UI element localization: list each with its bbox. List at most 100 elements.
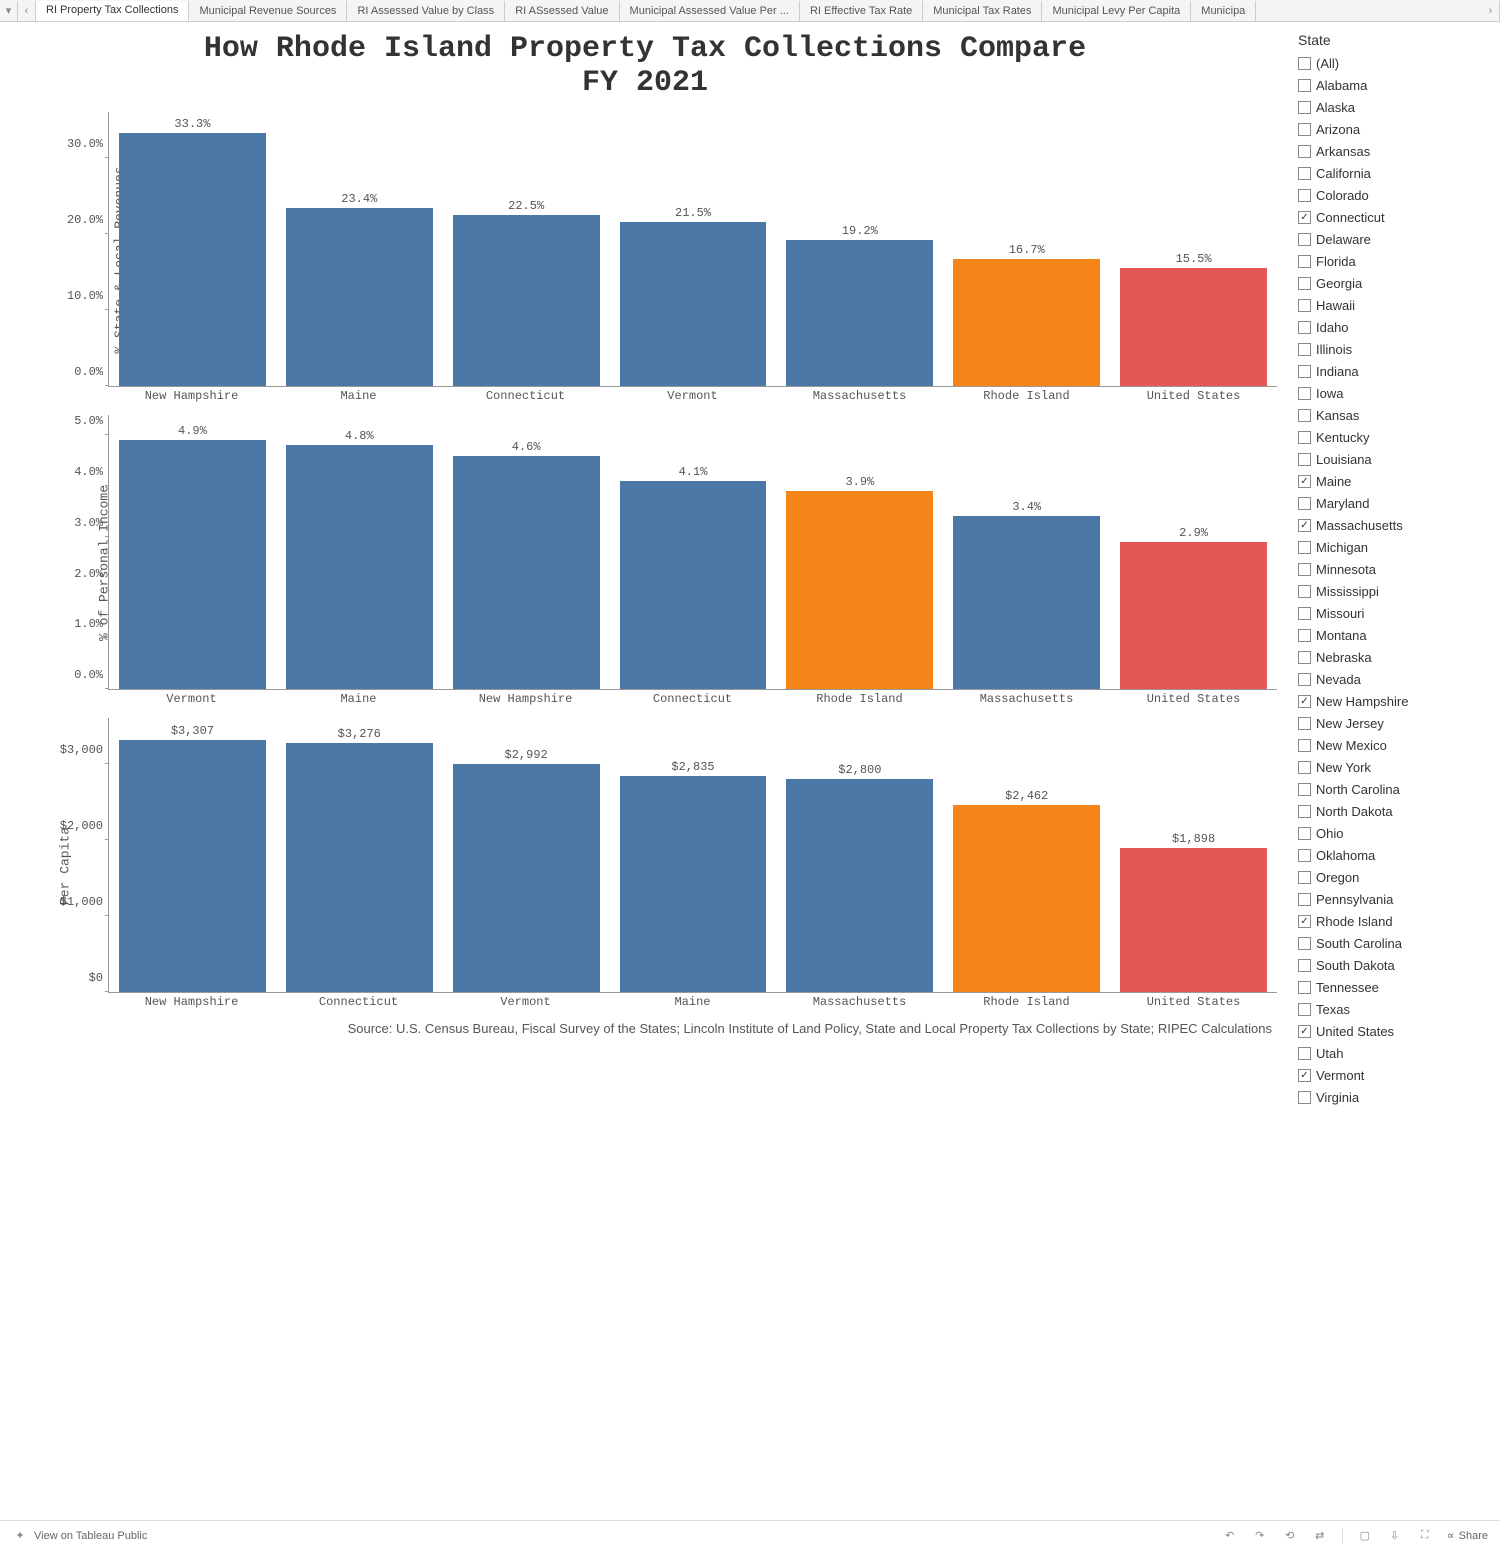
filter-item[interactable]: Minnesota [1298, 558, 1492, 580]
filter-item[interactable]: Alaska [1298, 96, 1492, 118]
tab-4[interactable]: Municipal Assessed Value Per ... [620, 1, 800, 21]
filter-item[interactable]: New York [1298, 756, 1492, 778]
filter-item[interactable]: Pennsylvania [1298, 888, 1492, 910]
filter-item[interactable]: South Dakota [1298, 954, 1492, 976]
bar[interactable]: $3,307 [119, 740, 266, 992]
filter-item[interactable]: Georgia [1298, 272, 1492, 294]
filter-item[interactable]: Florida [1298, 250, 1492, 272]
filter-item[interactable]: Arizona [1298, 118, 1492, 140]
bar-value-label: 3.9% [845, 475, 874, 489]
filter-item[interactable]: Ohio [1298, 822, 1492, 844]
bar[interactable]: 22.5% [453, 215, 600, 386]
filter-item[interactable]: Nevada [1298, 668, 1492, 690]
filter-label: Illinois [1316, 342, 1352, 357]
filter-item[interactable]: Nebraska [1298, 646, 1492, 668]
filter-item[interactable]: Idaho [1298, 316, 1492, 338]
filter-item[interactable]: Michigan [1298, 536, 1492, 558]
bar[interactable]: 4.9% [119, 440, 266, 689]
bar[interactable]: 19.2% [786, 240, 933, 386]
share-button[interactable]: ∝ Share [1447, 1529, 1488, 1542]
tab-8[interactable]: Municipa [1191, 1, 1256, 21]
tab-7[interactable]: Municipal Levy Per Capita [1042, 1, 1191, 21]
filter-item[interactable]: Alabama [1298, 74, 1492, 96]
tab-0[interactable]: RI Property Tax Collections [36, 1, 189, 21]
filter-item[interactable]: Iowa [1298, 382, 1492, 404]
filter-item[interactable]: New Jersey [1298, 712, 1492, 734]
bar[interactable]: 2.9% [1120, 542, 1267, 689]
tab-menu-icon[interactable]: ▾ [0, 1, 18, 21]
bar[interactable]: 4.6% [453, 456, 600, 689]
bar[interactable]: $2,462 [953, 805, 1100, 992]
presentation-icon[interactable]: ▢ [1357, 1528, 1373, 1544]
filter-item[interactable]: Texas [1298, 998, 1492, 1020]
filter-item[interactable]: ✓Rhode Island [1298, 910, 1492, 932]
filter-item[interactable]: South Carolina [1298, 932, 1492, 954]
tab-5[interactable]: RI Effective Tax Rate [800, 1, 923, 21]
replay-icon[interactable]: ⟲ [1282, 1528, 1298, 1544]
tableau-link[interactable]: ✦ View on Tableau Public [12, 1528, 147, 1544]
undo-icon[interactable]: ↶ [1222, 1528, 1238, 1544]
checkbox-icon [1298, 871, 1311, 884]
checkbox-icon [1298, 541, 1311, 554]
bar[interactable]: $1,898 [1120, 848, 1267, 992]
tab-prev-icon[interactable]: ‹ [18, 1, 36, 21]
filter-item[interactable]: Tennessee [1298, 976, 1492, 998]
filter-item[interactable]: Kentucky [1298, 426, 1492, 448]
filter-item[interactable]: Arkansas [1298, 140, 1492, 162]
bar[interactable]: 33.3% [119, 133, 266, 386]
filter-item[interactable]: Maryland [1298, 492, 1492, 514]
tab-1[interactable]: Municipal Revenue Sources [189, 1, 347, 21]
bar-value-label: $1,898 [1172, 832, 1215, 846]
filter-item[interactable]: Illinois [1298, 338, 1492, 360]
bar[interactable]: 21.5% [620, 222, 767, 386]
filter-item[interactable]: ✓Vermont [1298, 1064, 1492, 1086]
filter-item[interactable]: Mississippi [1298, 580, 1492, 602]
filter-item[interactable]: Missouri [1298, 602, 1492, 624]
filter-item[interactable]: Oklahoma [1298, 844, 1492, 866]
bar[interactable]: 3.9% [786, 491, 933, 689]
filter-item[interactable]: ✓Massachusetts [1298, 514, 1492, 536]
filter-item[interactable]: North Dakota [1298, 800, 1492, 822]
tab-6[interactable]: Municipal Tax Rates [923, 1, 1042, 21]
reset-icon[interactable]: ⇄ [1312, 1528, 1328, 1544]
filter-item[interactable]: Kansas [1298, 404, 1492, 426]
tab-2[interactable]: RI Assessed Value by Class [347, 1, 505, 21]
filter-item[interactable]: Hawaii [1298, 294, 1492, 316]
filter-item[interactable]: Colorado [1298, 184, 1492, 206]
filter-item[interactable]: ✓United States [1298, 1020, 1492, 1042]
bar[interactable]: $2,800 [786, 779, 933, 992]
filter-item[interactable]: ✓Connecticut [1298, 206, 1492, 228]
bar[interactable]: 23.4% [286, 208, 433, 386]
bar[interactable]: 4.8% [286, 445, 433, 689]
filter-item[interactable]: California [1298, 162, 1492, 184]
filter-item[interactable]: ✓Maine [1298, 470, 1492, 492]
bar[interactable]: 4.1% [620, 481, 767, 689]
bar[interactable]: $2,992 [453, 764, 600, 992]
filter-item[interactable]: New Mexico [1298, 734, 1492, 756]
tab-3[interactable]: RI ASsessed Value [505, 1, 619, 21]
filter-item[interactable]: ✓New Hampshire [1298, 690, 1492, 712]
bar[interactable]: 15.5% [1120, 268, 1267, 386]
bar[interactable]: 16.7% [953, 259, 1100, 386]
share-label: Share [1459, 1530, 1488, 1542]
filter-item[interactable]: Montana [1298, 624, 1492, 646]
bar[interactable]: $3,276 [286, 743, 433, 992]
filter-item[interactable]: Indiana [1298, 360, 1492, 382]
y-tick-label: 5.0% [74, 414, 109, 428]
bar[interactable]: $2,835 [620, 776, 767, 992]
fullscreen-icon[interactable]: ⛶ [1417, 1528, 1433, 1544]
checkbox-icon [1298, 255, 1311, 268]
y-tick-label: 0.0% [74, 365, 109, 379]
download-icon[interactable]: ⇩ [1387, 1528, 1403, 1544]
bar[interactable]: 3.4% [953, 516, 1100, 689]
filter-item[interactable]: Louisiana [1298, 448, 1492, 470]
tab-next-icon[interactable]: › [1482, 1, 1500, 21]
bar-slot: $2,835 [610, 718, 777, 992]
filter-item[interactable]: Utah [1298, 1042, 1492, 1064]
filter-item[interactable]: (All) [1298, 52, 1492, 74]
redo-icon[interactable]: ↷ [1252, 1528, 1268, 1544]
filter-item[interactable]: North Carolina [1298, 778, 1492, 800]
filter-item[interactable]: Virginia [1298, 1086, 1492, 1108]
filter-item[interactable]: Delaware [1298, 228, 1492, 250]
filter-item[interactable]: Oregon [1298, 866, 1492, 888]
